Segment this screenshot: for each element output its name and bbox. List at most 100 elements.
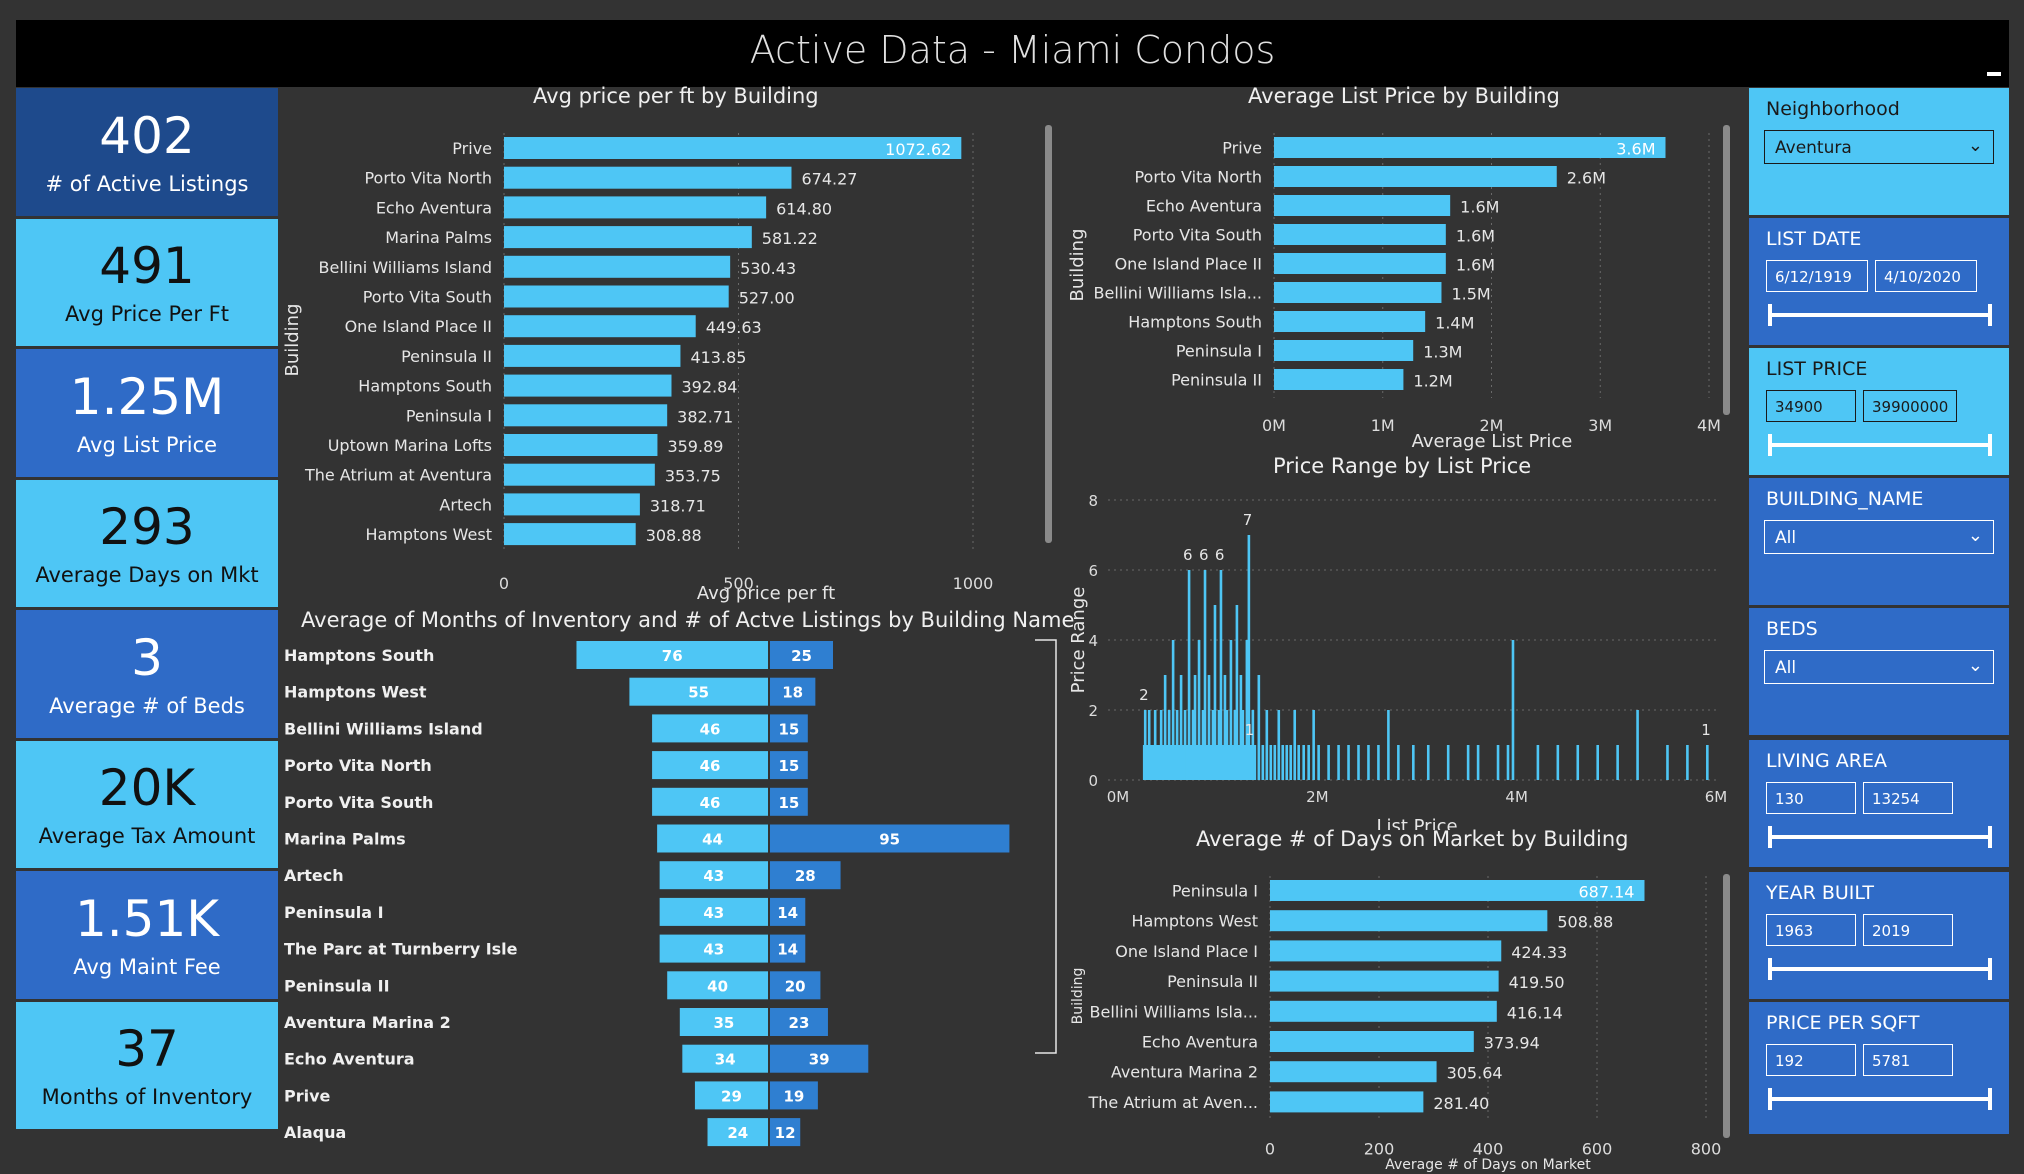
- data-label: 7: [1243, 511, 1253, 529]
- bar: [1274, 166, 1557, 187]
- data-label: 1.2M: [1413, 372, 1452, 391]
- category-label: Porto Vita North: [284, 756, 432, 775]
- price-per-sqft-to-input[interactable]: 5781: [1863, 1044, 1953, 1076]
- category-label: Hamptons South: [1128, 313, 1262, 332]
- kpi-card: 3 Average # of Beds: [16, 610, 278, 738]
- price-per-sqft-from-input[interactable]: 192: [1766, 1044, 1856, 1076]
- building-name-dropdown[interactable]: All ⌄: [1764, 520, 1994, 554]
- data-label: 373.94: [1484, 1034, 1540, 1053]
- bar: [1177, 745, 1181, 780]
- y-axis-label: Building: [282, 303, 303, 376]
- bar-months: [652, 751, 768, 780]
- bar: [1231, 745, 1235, 780]
- bar: [1195, 745, 1199, 780]
- bar: [504, 196, 767, 219]
- bar: [1144, 745, 1148, 780]
- category-label: Bellini Williams Island: [319, 258, 493, 277]
- data-label: 581.22: [762, 229, 818, 248]
- bar: [1221, 745, 1225, 780]
- category-label: The Atrium at Aventura: [304, 466, 492, 485]
- slider-handle-max[interactable]: [1988, 1088, 1992, 1110]
- bar: [1496, 745, 1500, 780]
- data-label: 305.64: [1447, 1064, 1503, 1083]
- bar: [1181, 745, 1185, 780]
- living-area-to-input[interactable]: 13254: [1863, 782, 1953, 814]
- bar: [1245, 640, 1249, 780]
- x-tick-label: 1000: [953, 574, 994, 593]
- category-label: Peninsula I: [1176, 342, 1262, 361]
- filter-title: YEAR BUILT: [1766, 882, 1874, 904]
- slider-handle-min[interactable]: [1768, 434, 1772, 456]
- data-label: 318.71: [650, 496, 706, 515]
- neighborhood-dropdown[interactable]: Aventura ⌄: [1764, 130, 1994, 164]
- slider-handle-max[interactable]: [1988, 434, 1992, 456]
- slider-handle-min[interactable]: [1768, 1088, 1772, 1110]
- price-per-sqft-slider[interactable]: [1768, 1088, 1992, 1110]
- filter-list-date: LIST DATE 6/12/1919 4/10/2020: [1749, 218, 2009, 345]
- category-label: Peninsula I: [284, 903, 384, 922]
- x-tick-label: 500: [723, 574, 754, 593]
- category-label: Echo Aventura: [376, 198, 492, 217]
- bar: [1281, 745, 1285, 780]
- living-area-slider[interactable]: [1768, 826, 1992, 848]
- bar-listings: [770, 751, 808, 780]
- kpi-value: 3: [131, 628, 163, 687]
- data-label: 2: [1139, 686, 1149, 704]
- bar: [1261, 745, 1265, 780]
- filter-title: PRICE PER SQFT: [1766, 1012, 1920, 1034]
- slider-handle-max[interactable]: [1988, 826, 1992, 848]
- category-label: Bellini Williams Island: [284, 719, 483, 738]
- kpi-value: 20K: [98, 759, 196, 818]
- data-label: 424.33: [1511, 943, 1567, 962]
- title-bar: Active Data - Miami Condos: [16, 20, 2009, 87]
- year-built-from-input[interactable]: 1963: [1766, 914, 1856, 946]
- slider-handle-max[interactable]: [1988, 304, 1992, 326]
- bar: [1446, 745, 1450, 780]
- data-label: 1072.62: [885, 140, 951, 159]
- x-axis-label: List Price: [1376, 816, 1457, 830]
- chart-title-list-price: Average List Price by Building: [1248, 84, 1560, 108]
- filter-building-name: BUILDING_NAME All ⌄: [1749, 478, 2009, 605]
- living-area-from-input[interactable]: 130: [1766, 782, 1856, 814]
- bar-listings: [770, 677, 816, 706]
- data-label: 1: [1701, 721, 1711, 739]
- x-tick-label: 2M: [1480, 416, 1504, 435]
- category-label: Hamptons South: [284, 646, 434, 665]
- filter-beds: BEDS All ⌄: [1749, 608, 2009, 735]
- list-date-to-input[interactable]: 4/10/2020: [1875, 260, 1977, 292]
- year-built-slider[interactable]: [1768, 958, 1992, 980]
- slider-handle-min[interactable]: [1768, 304, 1772, 326]
- x-axis-label: Average List Price: [1412, 431, 1573, 452]
- bar-listings: [770, 824, 1010, 853]
- y-tick-label: 8: [1088, 492, 1098, 510]
- bar: [1155, 745, 1159, 780]
- kpi-card: 491 Avg Price Per Ft: [16, 218, 278, 346]
- bar-months: [657, 824, 768, 853]
- minimize-icon[interactable]: [1987, 72, 2001, 76]
- bar: [1211, 710, 1215, 780]
- slider-handle-max[interactable]: [1988, 958, 1992, 980]
- year-built-to-input[interactable]: 2019: [1863, 914, 1953, 946]
- x-tick-label: 0M: [1107, 788, 1130, 806]
- bar: [1293, 710, 1297, 780]
- slider-handle-min[interactable]: [1768, 958, 1772, 980]
- bar: [1274, 369, 1404, 390]
- slider-handle-min[interactable]: [1768, 826, 1772, 848]
- data-label: 687.14: [1579, 883, 1635, 902]
- x-tick-label: 400: [1473, 1140, 1504, 1159]
- data-label: 1: [1245, 721, 1255, 739]
- list-price-from-input[interactable]: 34900: [1766, 390, 1856, 422]
- filter-year-built: YEAR BUILT 1963 2019: [1749, 872, 2009, 999]
- kpi-label: # of Active Listings: [45, 171, 249, 196]
- data-label: 308.88: [646, 526, 702, 545]
- list-date-from-input[interactable]: 6/12/1919: [1766, 260, 1868, 292]
- bar: [504, 255, 731, 278]
- list-date-slider[interactable]: [1768, 304, 1992, 326]
- bar: [1161, 745, 1165, 780]
- bar: [1217, 710, 1221, 780]
- list-price-to-input[interactable]: 39900000: [1863, 390, 1957, 422]
- beds-dropdown[interactable]: All ⌄: [1764, 650, 1994, 684]
- filter-title: Neighborhood: [1766, 98, 1900, 120]
- list-price-slider[interactable]: [1768, 434, 1992, 456]
- category-label: Porto Vita South: [363, 288, 492, 307]
